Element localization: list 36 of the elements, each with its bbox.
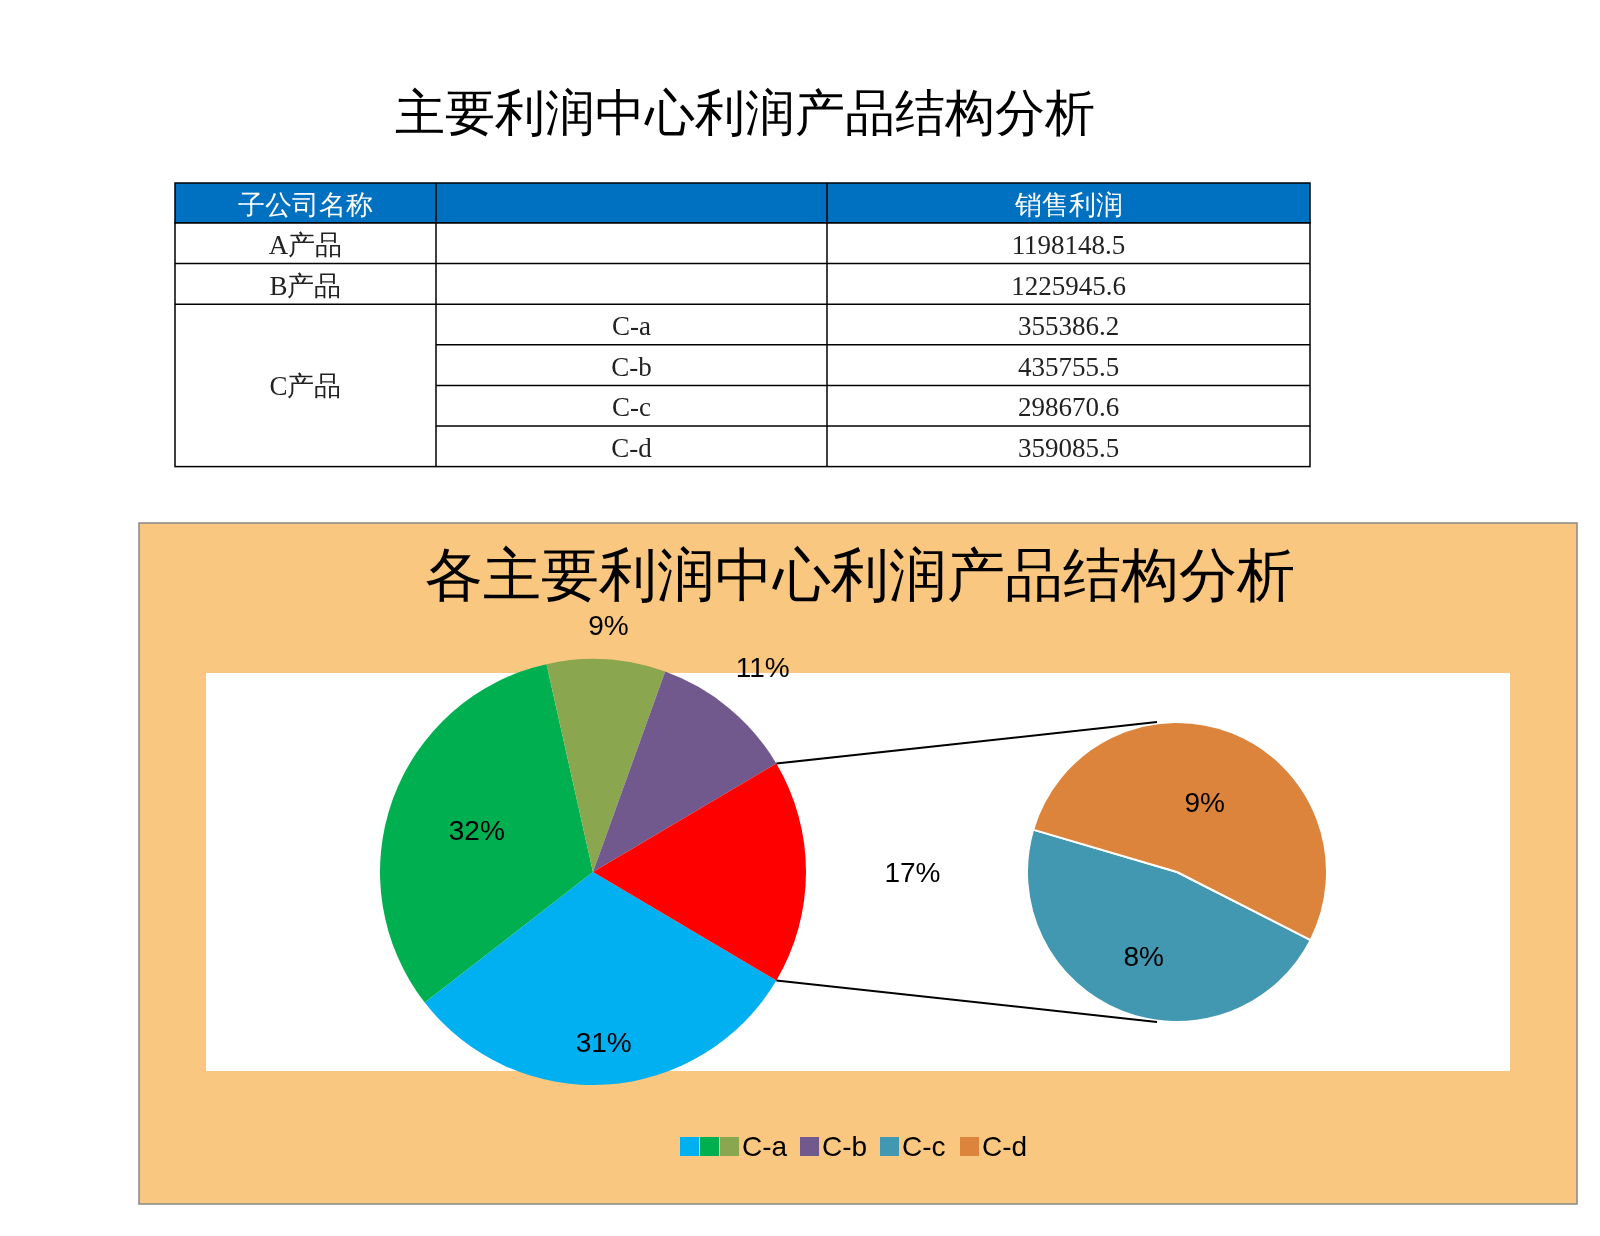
legend-label: C-a bbox=[742, 1131, 788, 1162]
category-label: A产品 bbox=[268, 230, 343, 260]
pie-slice bbox=[593, 763, 806, 981]
text: C产品 bbox=[269, 371, 342, 402]
data-label: 1198148.5 bbox=[1011, 230, 1126, 260]
category-label: C-a bbox=[612, 311, 652, 342]
legend-item: C-c bbox=[880, 1131, 946, 1162]
data-label: 8% bbox=[1123, 940, 1164, 972]
category-label: B产品 bbox=[269, 270, 342, 301]
chart-title: 各主要利润中心利润产品结构分析 bbox=[425, 543, 1295, 608]
pie-slice bbox=[546, 659, 666, 872]
data-label: 435755.5 bbox=[1017, 351, 1120, 382]
data-label: 1225945.6 bbox=[1011, 270, 1126, 301]
category-label: C-c bbox=[612, 392, 652, 423]
data-label: 355386.2 bbox=[1017, 311, 1120, 342]
data-label: 298670.6 bbox=[1017, 392, 1120, 423]
category-label: C-b bbox=[611, 351, 652, 382]
category-label: C-d bbox=[611, 433, 653, 463]
legend-item: C-b bbox=[800, 1131, 868, 1162]
legend-label: C-d bbox=[982, 1131, 1028, 1162]
text: 子公司名称 bbox=[238, 190, 373, 220]
legend-label: C-c bbox=[902, 1131, 946, 1162]
data-label: 9% bbox=[1184, 787, 1225, 819]
legend-item: C-d bbox=[960, 1131, 1028, 1162]
pie-slice bbox=[380, 664, 593, 1003]
data-label: 359085.5 bbox=[1017, 433, 1120, 463]
data-label: 17% bbox=[884, 857, 941, 888]
text: 销售利润 bbox=[1013, 190, 1123, 220]
data-label: 11% bbox=[735, 651, 790, 683]
text: 主要利润中心利润产品结构分析 bbox=[395, 85, 1095, 141]
pie-slice bbox=[424, 872, 777, 1085]
legend-item: C-a bbox=[720, 1131, 788, 1162]
data-label: 32% bbox=[448, 815, 505, 847]
legend-label: C-b bbox=[822, 1131, 868, 1162]
data-label: 31% bbox=[575, 1027, 632, 1059]
data-label: 9% bbox=[588, 610, 629, 642]
